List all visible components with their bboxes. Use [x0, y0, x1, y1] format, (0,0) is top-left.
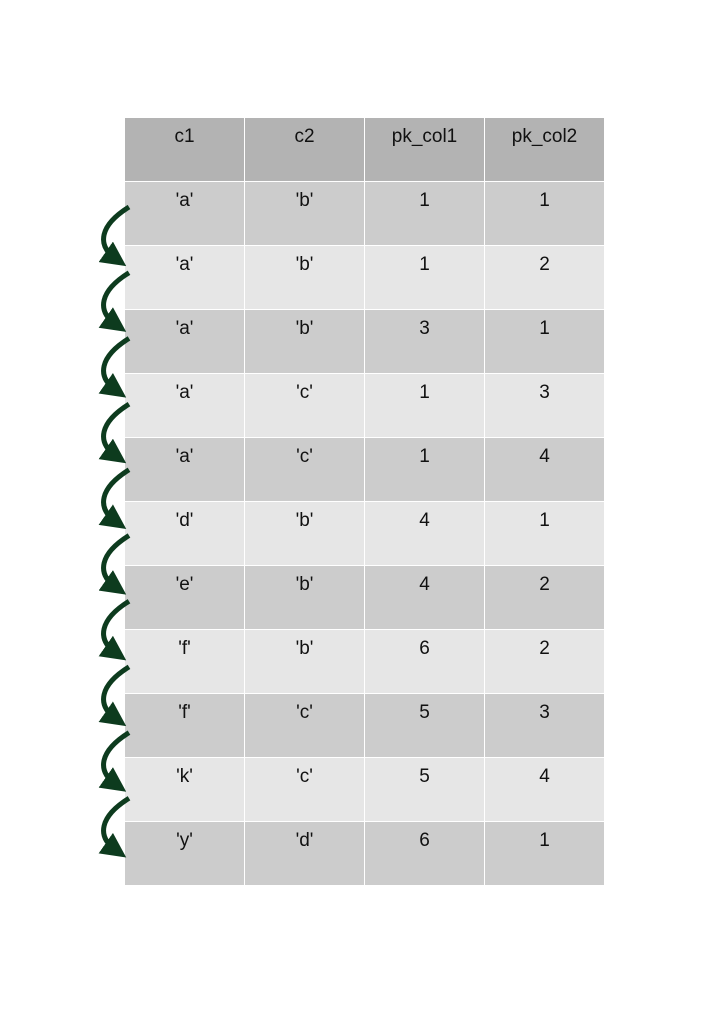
cell-pk_col2: 4 [484, 437, 605, 502]
cell-pk_col2: 2 [484, 245, 605, 310]
table-row: 'a''b' 1 1 [124, 181, 605, 246]
cell-c1: 'y' [124, 821, 245, 886]
table-row: 'a''c' 1 3 [124, 373, 605, 438]
cell-c1: 'e' [124, 565, 245, 630]
cell-c2: 'b' [244, 181, 365, 246]
cell-c1: 'a' [124, 373, 245, 438]
cell-c1: 'a' [124, 181, 245, 246]
column-header-c1: c1 [124, 117, 245, 182]
column-header-pk_col2: pk_col2 [484, 117, 605, 182]
data-table: c1 c2 pk_col1 pk_col2 'a''b' 1 1'a''b' 1 2'a''b… [124, 117, 605, 886]
table-row: 'e''b' 4 2 [124, 565, 605, 630]
cell-c1: 'a' [124, 437, 245, 502]
cell-pk_col2: 2 [484, 565, 605, 630]
table-row: 'f''b' 6 2 [124, 629, 605, 694]
cell-pk_col1: 1 [364, 373, 485, 438]
cell-pk_col2: 1 [484, 181, 605, 246]
curved-down-arrow-icon [98, 401, 131, 464]
cell-pk_col2: 1 [484, 821, 605, 886]
cell-pk_col2: 1 [484, 501, 605, 566]
curved-down-arrow-icon [98, 599, 131, 661]
cell-c2: 'b' [244, 501, 365, 566]
cell-c2: 'b' [244, 245, 365, 310]
table-row: 'y''d' 6 1 [124, 821, 605, 886]
cell-c2: 'c' [244, 757, 365, 822]
cell-c1: 'd' [124, 501, 245, 566]
curved-down-arrow-icon [98, 204, 131, 267]
cell-pk_col1: 4 [364, 565, 485, 630]
cell-pk_col1: 1 [364, 245, 485, 310]
cell-c2: 'b' [244, 629, 365, 694]
cell-pk_col2: 1 [484, 309, 605, 374]
curved-down-arrow-icon [98, 796, 131, 858]
cell-pk_col1: 3 [364, 309, 485, 374]
cell-c1: 'a' [124, 245, 245, 310]
cell-pk_col1: 5 [364, 693, 485, 758]
cell-c2: 'c' [244, 693, 365, 758]
cell-pk_col2: 3 [484, 693, 605, 758]
curved-down-arrow-icon [98, 664, 131, 727]
cell-pk_col1: 1 [364, 437, 485, 502]
curved-down-arrow-icon [98, 270, 131, 332]
cell-pk_col1: 5 [364, 757, 485, 822]
table-row: 'a''b' 1 2 [124, 245, 605, 310]
header-row: c1 c2 pk_col1 pk_col2 [124, 117, 605, 182]
cell-c2: 'b' [244, 565, 365, 630]
cell-c2: 'b' [244, 309, 365, 374]
cell-pk_col2: 3 [484, 373, 605, 438]
cell-c1: 'a' [124, 309, 245, 374]
table-row: 'a''b' 3 1 [124, 309, 605, 374]
curved-down-arrow-icon [98, 336, 131, 398]
cell-pk_col1: 6 [364, 629, 485, 694]
cell-c1: 'k' [124, 757, 245, 822]
table-row: 'a''c' 1 4 [124, 437, 605, 502]
cell-pk_col1: 6 [364, 821, 485, 886]
curved-down-arrow-icon [98, 467, 131, 529]
curved-down-arrow-icon [98, 730, 131, 792]
curved-down-arrow-icon [98, 533, 131, 595]
cell-pk_col2: 2 [484, 629, 605, 694]
cell-c1: 'f' [124, 693, 245, 758]
cell-pk_col1: 1 [364, 181, 485, 246]
table-row: 'f''c' 5 3 [124, 693, 605, 758]
